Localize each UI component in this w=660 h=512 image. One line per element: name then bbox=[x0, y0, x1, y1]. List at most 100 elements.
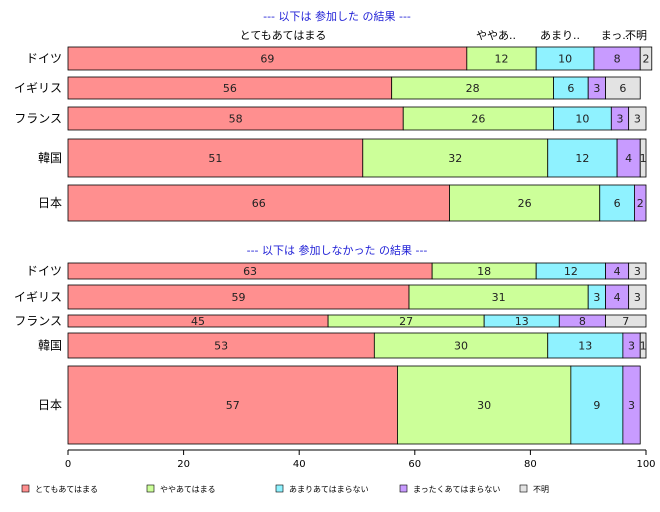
data-label-1-3-1: 58 bbox=[229, 113, 243, 126]
category-header-2: ややあ.. bbox=[476, 29, 516, 42]
data-label-2-5-1: 57 bbox=[226, 399, 240, 412]
legend-swatch-3 bbox=[275, 484, 284, 493]
bar-segment-1-4-2 bbox=[362, 138, 549, 178]
data-label-2-3-2: 27 bbox=[399, 315, 413, 328]
x-tick-label-3: 40 bbox=[293, 459, 306, 470]
data-label-2-4-4: 3 bbox=[628, 340, 635, 353]
data-label-2-5-3: 9 bbox=[593, 399, 600, 412]
bar-segment-1-3-5 bbox=[628, 106, 647, 131]
data-label-1-2-4: 3 bbox=[593, 82, 600, 95]
row-label-1-1: ドイツ bbox=[26, 52, 62, 66]
row-label-2-3: フランス bbox=[14, 314, 62, 328]
data-label-2-2-1: 59 bbox=[232, 291, 246, 304]
legend-swatch-4 bbox=[399, 484, 408, 493]
row-label-1-2: イギリス bbox=[14, 81, 62, 95]
data-label-1-1-5: 2 bbox=[643, 53, 650, 66]
bar-segment-2-5-4 bbox=[622, 365, 641, 445]
x-tick-label-1: 0 bbox=[65, 459, 71, 470]
data-label-2-2-2: 31 bbox=[492, 291, 506, 304]
data-label-1-4-1: 51 bbox=[208, 152, 222, 165]
bar-segment-1-5-4 bbox=[634, 184, 647, 222]
bar-segment-1-2-5 bbox=[605, 76, 641, 100]
panel-title-2: --- 以下は 参加しなかった の結果 --- bbox=[247, 243, 428, 257]
bar-segment-2-4-3 bbox=[547, 332, 624, 359]
data-label-1-3-5: 3 bbox=[634, 113, 641, 126]
data-label-1-1-1: 69 bbox=[260, 53, 274, 66]
data-label-1-4-3: 12 bbox=[575, 152, 589, 165]
legend-label-5: 不明 bbox=[533, 485, 549, 494]
bar-segment-2-1-5 bbox=[628, 262, 647, 280]
data-label-1-1-4: 8 bbox=[614, 53, 621, 66]
bar-segment-1-5-2 bbox=[449, 184, 601, 222]
category-header-4: まっ.. bbox=[601, 29, 630, 42]
row-label-1-3: フランス bbox=[14, 112, 62, 126]
row-label-1-4: 韓国 bbox=[38, 151, 62, 165]
data-label-1-2-2: 28 bbox=[466, 82, 480, 95]
row-label-2-1: ドイツ bbox=[26, 264, 62, 278]
legend-label-1: とてもあてはまる bbox=[35, 485, 98, 494]
panel-title-1: --- 以下は 参加した の結果 --- bbox=[263, 9, 411, 23]
bar-segment-2-4-5 bbox=[639, 332, 647, 359]
bar-segment-2-2-2 bbox=[408, 284, 589, 310]
category-header-5: 不明 bbox=[625, 29, 647, 42]
data-label-1-5-2: 26 bbox=[518, 197, 532, 210]
x-tick-label-6: 100 bbox=[636, 459, 655, 470]
data-label-1-5-1: 66 bbox=[252, 197, 266, 210]
legend-swatch-2 bbox=[146, 484, 155, 493]
data-label-2-4-5: 1 bbox=[640, 340, 647, 353]
bar-segment-2-2-1 bbox=[67, 284, 410, 310]
data-label-2-5-4: 3 bbox=[628, 399, 635, 412]
bar-segment-1-4-5 bbox=[639, 138, 647, 178]
data-label-1-2-1: 56 bbox=[223, 82, 237, 95]
data-label-2-1-5: 3 bbox=[634, 265, 641, 278]
data-label-2-1-1: 63 bbox=[243, 265, 257, 278]
data-label-2-3-5: 7 bbox=[622, 315, 629, 328]
bar-segment-2-2-5 bbox=[628, 284, 647, 310]
data-label-1-1-3: 10 bbox=[558, 53, 572, 66]
category-header-1: とてもあてはまる bbox=[240, 29, 327, 42]
row-label-2-5: 日本 bbox=[38, 398, 62, 412]
data-label-2-1-2: 18 bbox=[477, 265, 491, 278]
data-label-2-2-4: 4 bbox=[614, 291, 621, 304]
legend-label-2: ややあてはまる bbox=[160, 485, 216, 494]
bar-segment-1-4-3 bbox=[547, 138, 618, 178]
bar-segment-2-3-5 bbox=[605, 314, 647, 328]
bar-segment-1-4-1 bbox=[67, 138, 364, 178]
bar-segment-2-5-2 bbox=[397, 365, 572, 445]
data-label-2-1-4: 4 bbox=[614, 265, 621, 278]
data-label-2-4-2: 30 bbox=[454, 340, 468, 353]
legend-swatch-1 bbox=[21, 484, 30, 493]
data-label-1-1-2: 12 bbox=[495, 53, 509, 66]
bar-segment-1-1-5 bbox=[639, 46, 653, 71]
data-label-2-3-4: 8 bbox=[579, 315, 586, 328]
data-label-2-2-3: 3 bbox=[593, 291, 600, 304]
x-tick-label-5: 80 bbox=[524, 459, 537, 470]
data-label-1-4-5: 1 bbox=[640, 152, 647, 165]
x-tick-label-4: 60 bbox=[408, 459, 421, 470]
category-header-3: あまり.. bbox=[540, 29, 580, 42]
data-label-1-4-4: 4 bbox=[625, 152, 632, 165]
data-label-2-3-1: 45 bbox=[191, 315, 205, 328]
data-label-1-5-3: 6 bbox=[614, 197, 621, 210]
data-label-2-5-2: 30 bbox=[477, 399, 491, 412]
legend-label-3: あまりあてはまらない bbox=[289, 485, 369, 494]
data-label-1-4-2: 32 bbox=[448, 152, 462, 165]
data-label-2-4-1: 53 bbox=[214, 340, 228, 353]
row-label-2-2: イギリス bbox=[14, 290, 62, 304]
row-label-1-5: 日本 bbox=[38, 196, 62, 210]
data-label-2-4-3: 13 bbox=[578, 340, 592, 353]
legend-label-4: まったくあてはまらない bbox=[413, 485, 500, 494]
x-tick-label-2: 20 bbox=[177, 459, 190, 470]
bar-segment-1-5-1 bbox=[67, 184, 450, 222]
bar-segment-1-5-3 bbox=[599, 184, 635, 222]
data-label-2-1-3: 12 bbox=[564, 265, 578, 278]
data-label-1-3-3: 10 bbox=[575, 113, 589, 126]
data-label-2-2-5: 3 bbox=[634, 291, 641, 304]
legend-swatch-5 bbox=[519, 484, 528, 493]
bar-segment-2-4-1 bbox=[67, 332, 375, 359]
data-label-2-3-3: 13 bbox=[515, 315, 529, 328]
row-label-2-4: 韓国 bbox=[38, 339, 62, 353]
data-label-1-2-5: 6 bbox=[619, 82, 626, 95]
